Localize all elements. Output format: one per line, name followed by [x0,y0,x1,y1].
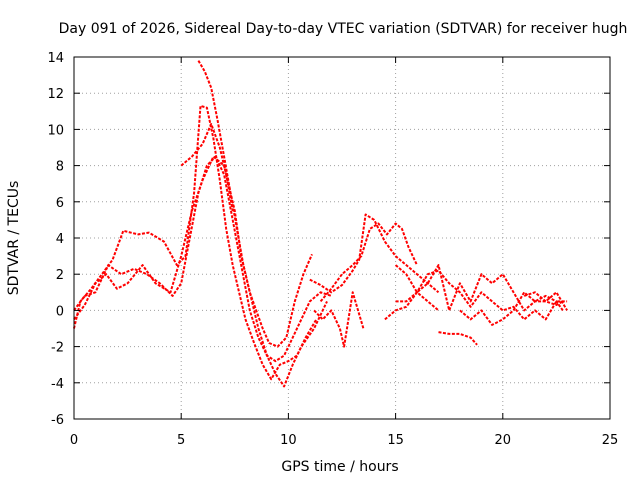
series-track-1 [73,104,318,381]
series-track-5 [180,123,234,212]
series-track-9 [394,264,568,312]
series-track-4 [73,155,332,363]
x-tick-label: 25 [602,433,619,448]
x-axis-label: GPS time / hours [281,459,398,475]
x-tick-label: 20 [495,433,512,448]
series-track-8 [313,291,365,348]
y-tick-label: 4 [56,232,64,247]
y-tick-label: 12 [47,87,64,102]
y-tick-label: 14 [47,51,64,66]
series-track-12 [384,291,440,321]
y-tick-label: -2 [51,341,64,356]
y-tick-label: -6 [51,413,64,428]
grid [74,57,610,419]
y-tick-label: 0 [56,304,64,319]
x-tick-label: 10 [280,433,297,448]
x-tick-label: 0 [70,433,78,448]
x-tick-label: 15 [387,433,404,448]
y-tick-label: 10 [47,123,64,138]
series-track-6 [309,213,440,294]
series-track-3 [197,60,313,348]
ticks: 0 5 10 15 20 25 -6 -4 -2 0 2 4 6 8 10 12 14 [47,51,618,448]
series-track-13 [459,291,564,326]
series-track-14 [523,291,564,306]
series-track-2 [73,155,328,388]
chart-title: Day 091 of 2026, Sidereal Day-to-day VTE… [59,21,628,37]
series-track-11 [438,331,478,346]
x-tick-label: 5 [177,433,185,448]
y-tick-label: 8 [56,160,64,175]
y-tick-label: 2 [56,268,64,283]
y-tick-label: 6 [56,196,64,211]
series-track-10 [395,269,568,321]
y-axis-label: SDTVAR / TECUs [6,181,22,296]
y-tick-label: -4 [51,377,64,392]
data-series [73,60,568,388]
series-track-7 [319,222,418,303]
